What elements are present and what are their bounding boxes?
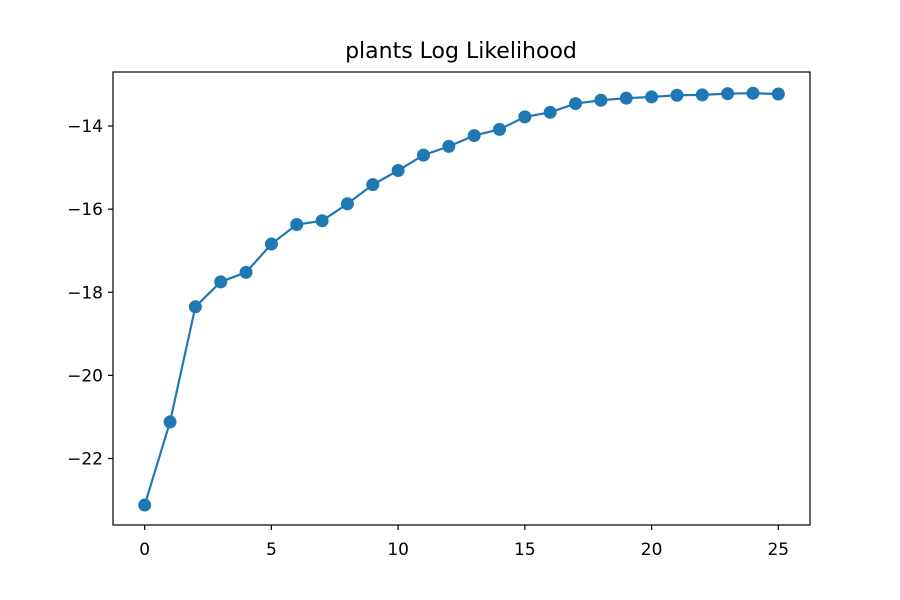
y-tick-label: −22: [67, 450, 103, 470]
data-point: [543, 105, 557, 119]
data-point: [442, 139, 456, 153]
data-point: [366, 178, 380, 192]
data-point: [315, 214, 329, 228]
y-tick-label: −16: [67, 200, 103, 220]
data-point: [264, 237, 278, 251]
data-point: [594, 93, 608, 107]
data-point: [188, 300, 202, 314]
data-point: [340, 197, 354, 211]
data-point: [771, 87, 785, 101]
x-tick-label: 0: [139, 540, 150, 560]
data-point: [138, 498, 152, 512]
data-point: [670, 88, 684, 102]
axes-frame: [112, 71, 811, 526]
x-tick-label: 25: [767, 540, 789, 560]
data-point: [518, 110, 532, 124]
data-point: [391, 163, 405, 177]
y-tick-label: −20: [67, 366, 103, 386]
data-point: [290, 218, 304, 232]
data-point: [619, 91, 633, 105]
x-tick-label: 20: [641, 540, 663, 560]
data-point: [645, 90, 659, 104]
data-point: [467, 129, 481, 143]
data-point: [493, 122, 507, 136]
x-tick-label: 15: [514, 540, 536, 560]
data-point: [214, 275, 228, 289]
y-tick-label: −14: [67, 117, 103, 137]
data-point: [695, 88, 709, 102]
data-point: [721, 87, 735, 101]
plot-area: 0 5 10 15 20 25 −22 −20 −18 −16 −14: [67, 71, 811, 560]
x-tick-label: 10: [387, 540, 409, 560]
series-line: [143, 92, 779, 506]
data-point: [569, 97, 583, 111]
x-tick-label: 5: [266, 540, 277, 560]
data-point: [416, 148, 430, 162]
data-point: [163, 415, 177, 429]
data-point: [239, 265, 253, 279]
chart-title: plants Log Likelihood: [345, 39, 577, 64]
data-point: [746, 86, 760, 100]
y-tick-label: −18: [67, 283, 103, 303]
